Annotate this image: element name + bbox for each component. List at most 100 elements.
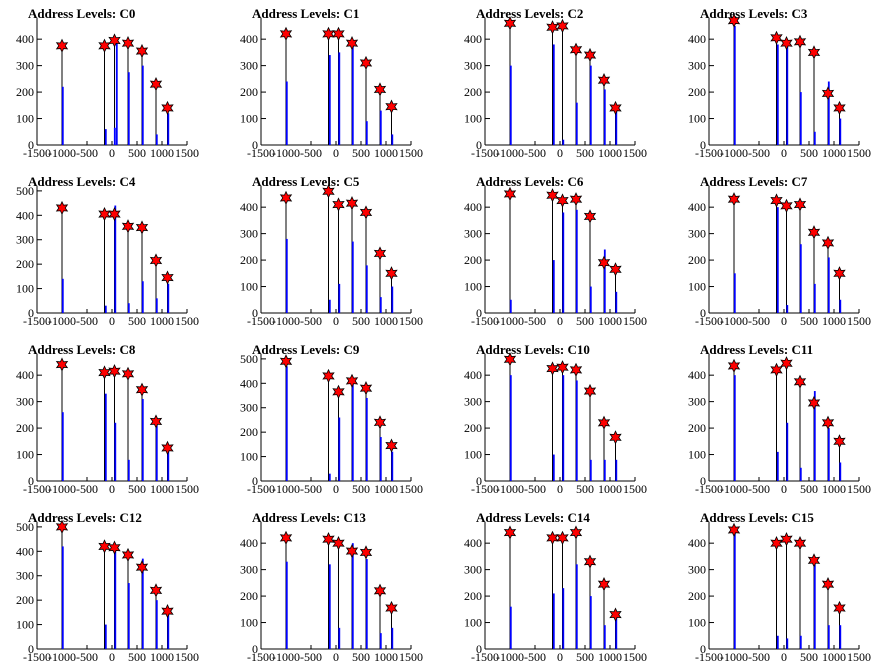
peak-star-marker xyxy=(108,33,121,48)
y-tick-label: 400 xyxy=(464,200,482,214)
y-tick-label: 200 xyxy=(464,253,482,267)
chart-panel-7: Address Levels: C7 0 100 200 300 400 -1500 -100… xyxy=(672,168,896,336)
x-tick-label: 1000 xyxy=(822,146,846,160)
x-tick-label: 1000 xyxy=(150,314,174,328)
x-tick-label: 1000 xyxy=(150,650,174,664)
histogram-bar xyxy=(61,86,64,145)
peak-star-marker xyxy=(597,255,611,270)
histogram-bar xyxy=(509,606,512,649)
x-tick-label: -500 xyxy=(748,482,770,496)
peak-star-marker xyxy=(780,356,793,371)
histogram-bar xyxy=(115,39,118,145)
y-tick-label: 0 xyxy=(252,642,258,656)
x-tick-label: 0 xyxy=(333,314,339,328)
peak-star-marker xyxy=(279,26,293,42)
y-tick-label: 100 xyxy=(16,448,34,462)
y-tick-label: 400 xyxy=(16,368,34,382)
x-tick-label: 0 xyxy=(557,650,563,664)
histogram-bar xyxy=(127,303,130,313)
x-tick-label: 1500 xyxy=(399,482,423,496)
chart-title: Address Levels: C10 xyxy=(476,342,590,357)
peak-star-marker xyxy=(770,193,783,208)
x-tick-label: 500 xyxy=(800,314,818,328)
peak-star-marker xyxy=(373,415,387,430)
y-tick-label: 100 xyxy=(240,616,258,630)
peak-star-marker xyxy=(569,42,583,57)
x-tick-label: 1500 xyxy=(623,314,647,328)
y-tick-label: 300 xyxy=(464,59,482,73)
histogram-bar xyxy=(509,375,512,481)
peak-star-marker xyxy=(98,365,111,380)
chart-title: Address Levels: C9 xyxy=(252,342,360,357)
chart-svg: 0 100 200 300 400 -1500-1000 -500 0 500 1000 1500 xyxy=(688,354,871,496)
x-tick-label: -1500 xyxy=(23,482,51,496)
histogram-bar xyxy=(786,422,789,481)
histogram-bar xyxy=(575,209,578,313)
peak-star-marker xyxy=(345,196,359,211)
chart-title: Address Levels: C0 xyxy=(28,6,136,21)
y-tick-label: 300 xyxy=(464,395,482,409)
histogram-bar xyxy=(365,397,368,481)
peak-star-marker xyxy=(793,374,807,389)
histogram-bar xyxy=(155,134,158,145)
x-tick-label: 500 xyxy=(576,650,594,664)
y-tick-label: 0 xyxy=(252,138,258,152)
histogram-bar xyxy=(379,437,382,481)
y-tick-label: 400 xyxy=(16,32,34,46)
x-tick-label: -500 xyxy=(76,146,98,160)
chart-panel-0: Address Levels: C0 0 100 200 300 400 -1500 -100… xyxy=(0,0,224,168)
y-tick-label: 300 xyxy=(688,227,706,241)
histogram-bar xyxy=(141,281,144,313)
x-tick-label: -500 xyxy=(300,482,322,496)
histogram-bar xyxy=(813,391,816,481)
histogram-bar xyxy=(776,451,779,481)
peak-star-marker xyxy=(121,35,135,51)
histogram-bar xyxy=(786,638,789,649)
histogram-bar xyxy=(167,612,170,649)
x-tick-label: -1500 xyxy=(695,146,723,160)
y-tick-label: 300 xyxy=(688,563,706,577)
x-tick-label: 500 xyxy=(576,146,594,160)
y-tick-label: 200 xyxy=(464,85,482,99)
chart-svg: 0 100 200 300 400 -1500-1000 -500 0 500 1000 1500 xyxy=(240,184,423,328)
x-tick-label: 1500 xyxy=(623,482,647,496)
histogram-bar xyxy=(839,462,842,481)
histogram-bar xyxy=(328,299,331,313)
histogram-bar xyxy=(813,131,816,145)
peak-star-marker xyxy=(597,73,611,88)
histogram-bar xyxy=(509,299,512,313)
y-tick-label: 100 xyxy=(240,280,258,294)
histogram-bar xyxy=(61,278,64,313)
peak-star-marker xyxy=(322,532,335,547)
x-tick-label: 1000 xyxy=(822,314,846,328)
peak-star-marker xyxy=(98,539,111,554)
x-tick-label: -1000 xyxy=(48,482,76,496)
x-tick-label: 0 xyxy=(781,482,787,496)
y-tick-label: 400 xyxy=(240,376,258,390)
x-tick-label: 1000 xyxy=(598,650,622,664)
peak-star-marker xyxy=(821,577,835,592)
x-tick-label: 1000 xyxy=(598,482,622,496)
chart-panel-5: Address Levels: C5 0 100 200 300 400 -1500 -100… xyxy=(224,168,448,336)
histogram-bar xyxy=(799,635,802,649)
peak-star-marker xyxy=(55,519,69,535)
chart-panel-6: Address Levels: C6 0 100 200 300 400 -1500 -100… xyxy=(448,168,672,336)
peak-star-marker xyxy=(345,35,359,51)
histogram-bar xyxy=(155,298,158,313)
peak-star-marker xyxy=(609,607,622,622)
x-tick-label: 500 xyxy=(800,650,818,664)
peak-star-marker xyxy=(597,577,611,592)
chart-title: Address Levels: C2 xyxy=(476,6,584,21)
y-tick-label: 200 xyxy=(16,85,34,99)
peak-star-marker xyxy=(332,26,345,42)
histogram-bar xyxy=(776,207,779,313)
peak-star-marker xyxy=(345,543,359,559)
y-tick-label: 0 xyxy=(28,474,34,488)
x-tick-label: 1000 xyxy=(374,314,398,328)
histogram-bar xyxy=(786,41,789,145)
histogram-bar xyxy=(285,238,288,313)
x-tick-label: 1500 xyxy=(399,146,423,160)
y-tick-label: 100 xyxy=(464,112,482,126)
y-tick-label: 200 xyxy=(464,589,482,603)
x-tick-label: 500 xyxy=(800,146,818,160)
